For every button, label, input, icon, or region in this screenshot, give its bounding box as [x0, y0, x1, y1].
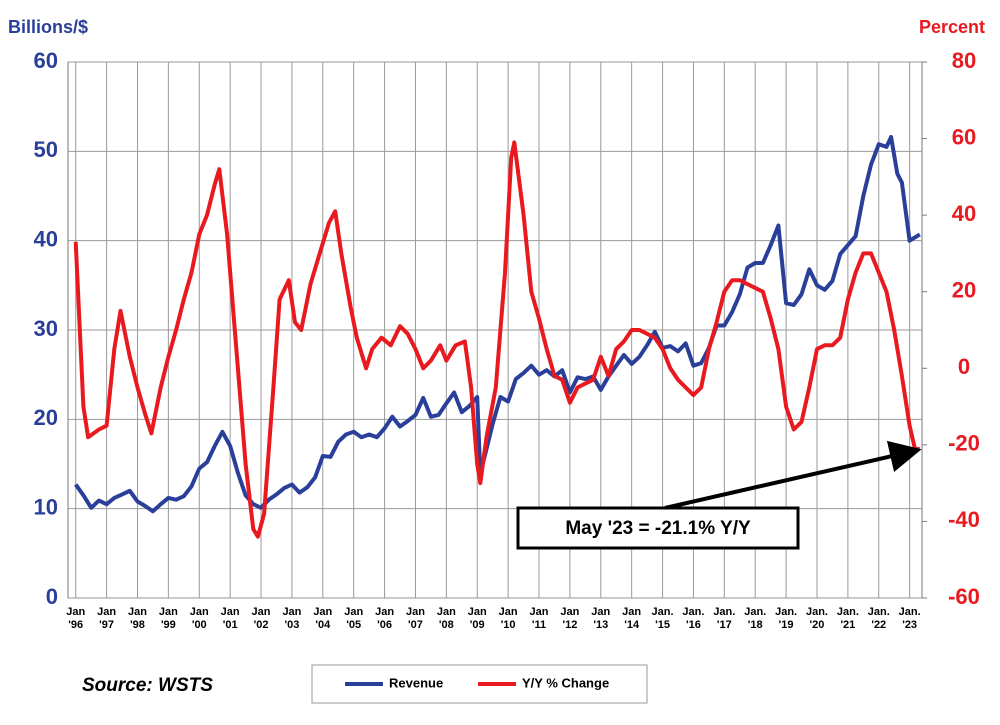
x-tick-label: Jan. '17	[713, 606, 735, 631]
x-tick-label: Jan '02	[252, 606, 271, 631]
y-tick-label: 0	[46, 584, 58, 609]
y2-tick-label: 20	[952, 278, 976, 303]
y-tick-label: 60	[34, 48, 58, 73]
x-tick-label: Jan '09	[468, 606, 487, 631]
x-tick-label: Jan. '22	[868, 606, 890, 631]
x-tick-label: Jan '14	[622, 606, 641, 631]
y2-axis-label: Percent	[919, 17, 985, 37]
x-tick-label: Jan '99	[159, 606, 178, 631]
x-tick-label: Jan '04	[313, 606, 332, 631]
y2-tick-label: 80	[952, 48, 976, 73]
x-tick-label: Jan '13	[591, 606, 610, 631]
y2-tick-label: -20	[948, 431, 980, 456]
y-tick-label: 40	[34, 226, 58, 251]
x-tick-label: Jan. '23	[899, 606, 921, 631]
source: Source: WSTS	[82, 675, 213, 696]
y-tick-label: 20	[34, 405, 58, 430]
y2-tick-label: 40	[952, 201, 976, 226]
x-tick-label: Jan '00	[190, 606, 209, 631]
legend-label: Revenue	[389, 675, 443, 690]
x-tick-label: Jan '10	[499, 606, 518, 631]
x-tick-label: Jan '07	[406, 606, 425, 631]
x-tick-label: Jan '03	[282, 606, 301, 631]
x-tick-label: Jan '01	[221, 606, 240, 631]
y-tick-label: 50	[34, 137, 58, 162]
x-tick-label: Jan '05	[344, 606, 363, 631]
x-tick-label: Jan '12	[560, 606, 579, 631]
y2-tick-label: 60	[952, 124, 976, 149]
annotation: May '23 = -21.1% Y/Y	[565, 518, 751, 539]
y-axis-label: Billions/$	[8, 17, 88, 37]
x-tick-label: Jan '98	[128, 606, 147, 631]
y2-tick-label: -60	[948, 584, 980, 609]
y-tick-label: 10	[34, 494, 58, 519]
x-tick-label: Jan. '15	[652, 606, 674, 631]
annotation-arrow	[664, 440, 922, 510]
x-tick-label: Jan '08	[437, 606, 456, 631]
x-tick-label: Jan. '21	[837, 606, 859, 631]
x-tick-label: Jan. '16	[682, 606, 704, 631]
x-tick-label: Jan '96	[66, 606, 85, 631]
x-tick-label: Jan. '20	[806, 606, 828, 631]
y2-tick-label: 0	[958, 354, 970, 379]
y2-tick-label: -40	[948, 507, 980, 532]
x-tick-label: Jan. '18	[744, 606, 766, 631]
x-tick-label: Jan '11	[530, 606, 549, 631]
y-tick-label: 30	[34, 316, 58, 341]
x-tick-label: Jan '97	[97, 606, 116, 631]
annotation-box	[516, 506, 800, 550]
x-tick-label: Jan. '19	[775, 606, 797, 631]
x-tick-label: Jan '06	[375, 606, 394, 631]
legend-label: Y/Y % Change	[522, 675, 609, 690]
series-line	[74, 135, 921, 514]
series-line	[73, 140, 920, 539]
